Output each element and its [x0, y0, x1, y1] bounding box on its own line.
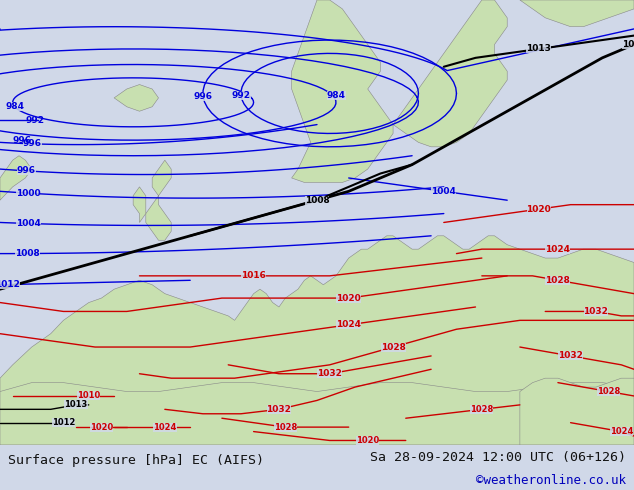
Text: Sa 28-09-2024 12:00 UTC (06+126): Sa 28-09-2024 12:00 UTC (06+126)	[370, 451, 626, 464]
Text: 1020: 1020	[90, 422, 113, 432]
Text: Surface pressure [hPa] EC (AIFS): Surface pressure [hPa] EC (AIFS)	[8, 454, 264, 467]
Text: 1032: 1032	[317, 369, 342, 378]
Text: 984: 984	[327, 91, 346, 100]
Text: 1012: 1012	[52, 418, 75, 427]
Text: 1013: 1013	[65, 400, 87, 409]
Text: 1008: 1008	[15, 249, 40, 258]
Text: 1013: 1013	[526, 45, 552, 53]
Text: 1032: 1032	[266, 405, 292, 414]
Text: 1016: 1016	[241, 271, 266, 280]
Text: 1028: 1028	[380, 343, 406, 351]
Text: 1028: 1028	[597, 387, 620, 396]
Text: 996: 996	[13, 136, 32, 145]
Text: 1024: 1024	[336, 320, 361, 329]
Text: 1008: 1008	[304, 196, 330, 205]
Text: 1024: 1024	[545, 245, 571, 254]
Text: 1013: 1013	[621, 40, 634, 49]
Text: 1010: 1010	[77, 392, 100, 400]
Text: 1032: 1032	[583, 307, 609, 316]
Text: 1020: 1020	[526, 205, 552, 214]
Text: 992: 992	[25, 116, 44, 124]
Text: 1020: 1020	[356, 436, 379, 445]
Text: 1004: 1004	[431, 187, 456, 196]
Text: 1004: 1004	[16, 219, 41, 228]
Text: 1028: 1028	[274, 422, 297, 432]
Text: 1024: 1024	[610, 427, 633, 436]
Text: 1012: 1012	[0, 280, 20, 289]
Text: 1000: 1000	[16, 189, 41, 197]
Text: 996: 996	[16, 167, 36, 175]
Text: 1020: 1020	[336, 294, 361, 303]
Text: 984: 984	[5, 102, 24, 111]
Text: 1032: 1032	[558, 351, 583, 361]
Text: 1028: 1028	[470, 405, 493, 414]
Text: 1024: 1024	[153, 422, 176, 432]
Text: 1028: 1028	[545, 276, 571, 285]
Text: 992: 992	[231, 91, 250, 100]
Text: 996: 996	[193, 92, 212, 101]
Text: 996: 996	[23, 139, 42, 148]
Text: ©weatheronline.co.uk: ©weatheronline.co.uk	[476, 473, 626, 487]
